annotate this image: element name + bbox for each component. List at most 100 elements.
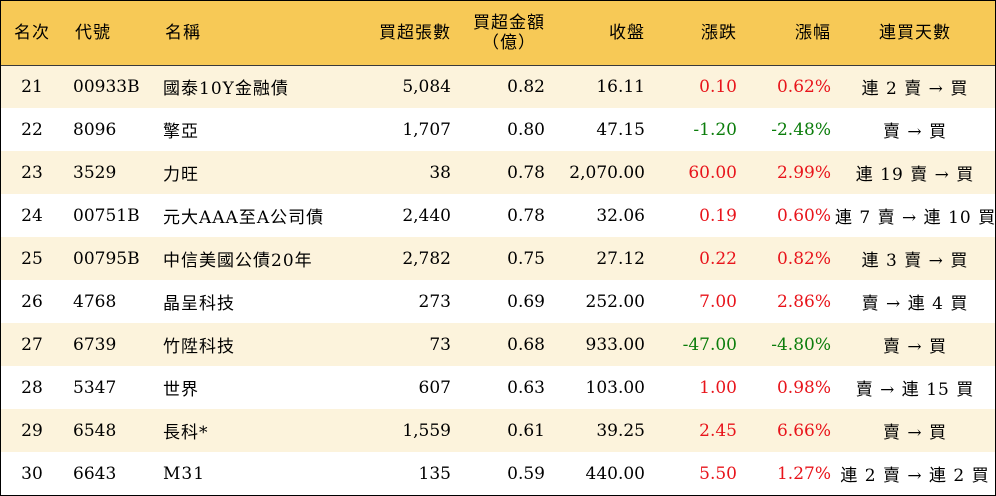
cell-name[interactable]: 中信美國公債20年: [163, 251, 313, 271]
header-buy-amount-unit: （億）: [482, 32, 536, 53]
cell-rank: 23: [21, 162, 43, 183]
cell-rank: 28: [21, 377, 43, 398]
cell-consecutive-days: 連 19 賣 → 買: [855, 165, 975, 185]
cell-close: 47.15: [596, 119, 645, 140]
cell-rank: 26: [21, 291, 43, 312]
cell-change-pct: 6.66%: [776, 420, 831, 441]
cell-consecutive-days: 賣 → 連 15 買: [855, 380, 975, 400]
cell-buy-volume: 2,440: [402, 205, 451, 226]
cell-buy-volume: 38: [429, 162, 451, 183]
cell-buy-volume: 5,084: [402, 76, 451, 97]
cell-consecutive-days: 連 7 賣 → 連 10 買: [835, 208, 995, 228]
cell-consecutive-days: 賣 → 買: [882, 337, 948, 357]
cell-name[interactable]: 國泰10Y金融債: [163, 79, 289, 100]
cell-buy-amount: 0.78: [507, 205, 545, 226]
cell-change: 0.19: [699, 205, 737, 226]
header-name[interactable]: 名稱: [157, 1, 347, 66]
cell-buy-amount: 0.59: [507, 463, 545, 484]
cell-name[interactable]: 元大AAA至A公司債: [163, 208, 325, 228]
cell-buy-amount: 0.82: [507, 76, 545, 97]
header-buy-amount[interactable]: 買超金額 （億）: [455, 1, 549, 66]
cell-close: 32.06: [596, 205, 645, 226]
cell-change: 60.00: [688, 162, 737, 183]
cell-change-pct: 0.98%: [776, 377, 831, 398]
cell-change: 0.10: [699, 76, 737, 97]
cell-name[interactable]: 力旺: [163, 165, 199, 185]
table-row[interactable]: 26 4768 晶呈科技 273 0.69 252.00 7.00 2.86% 賣 → 連 4 …: [1, 280, 995, 323]
header-change-pct[interactable]: 漲幅: [741, 1, 835, 66]
cell-change: 1.00: [699, 377, 737, 398]
cell-name[interactable]: M31: [163, 463, 206, 484]
cell-code[interactable]: 00751B: [73, 205, 140, 226]
cell-close: 27.12: [596, 248, 645, 269]
cell-consecutive-days: 賣 → 買: [882, 423, 948, 443]
cell-close: 2,070.00: [569, 162, 645, 183]
header-close[interactable]: 收盤: [549, 1, 649, 66]
cell-buy-volume: 607: [418, 377, 451, 398]
cell-change: 7.00: [699, 291, 737, 312]
cell-change-pct: -2.48%: [771, 119, 831, 140]
cell-code[interactable]: 5347: [73, 377, 117, 398]
cell-buy-volume: 1,559: [402, 420, 451, 441]
cell-consecutive-days: 賣 → 買: [882, 122, 948, 142]
cell-change-pct: -4.80%: [771, 334, 831, 355]
cell-rank: 29: [21, 420, 43, 441]
table-row[interactable]: 29 6548 長科* 1,559 0.61 39.25 2.45 6.66% 賣 → 買: [1, 409, 995, 452]
table-row[interactable]: 30 6643 M31 135 0.59 440.00 5.50 1.27% 連 2 賣 → 連…: [1, 452, 995, 495]
header-consecutive-days[interactable]: 連買天數: [835, 1, 995, 66]
cell-buy-volume: 273: [418, 291, 451, 312]
cell-code[interactable]: 00933B: [73, 76, 140, 97]
cell-rank: 25: [21, 248, 43, 269]
header-rank[interactable]: 名次: [1, 1, 63, 66]
cell-code[interactable]: 3529: [73, 162, 117, 183]
cell-buy-volume: 2,782: [402, 248, 451, 269]
cell-close: 933.00: [585, 334, 645, 355]
cell-rank: 30: [21, 463, 43, 484]
cell-name[interactable]: 晶呈科技: [163, 294, 235, 314]
table-row[interactable]: 28 5347 世界 607 0.63 103.00 1.00 0.98% 賣 → 連 15 買: [1, 366, 995, 409]
table-row[interactable]: 21 00933B 國泰10Y金融債 5,084 0.82 16.11 0.10 0.62% 連…: [1, 65, 995, 108]
cell-buy-amount: 0.80: [507, 119, 545, 140]
header-buy-volume[interactable]: 買超張數: [347, 1, 455, 66]
header-change[interactable]: 漲跌: [649, 1, 741, 66]
cell-consecutive-days: 連 2 賣 → 連 2 買: [840, 466, 990, 486]
cell-name[interactable]: 長科*: [163, 423, 209, 443]
table-row[interactable]: 24 00751B 元大AAA至A公司債 2,440 0.78 32.06 0.19 0.60…: [1, 194, 995, 237]
cell-code[interactable]: 6548: [73, 420, 117, 441]
cell-consecutive-days: 連 2 賣 → 買: [861, 79, 969, 100]
cell-change-pct: 0.82%: [776, 248, 831, 269]
cell-buy-amount: 0.78: [507, 162, 545, 183]
cell-code[interactable]: 6643: [73, 463, 117, 484]
cell-change-pct: 2.86%: [776, 291, 831, 312]
cell-name[interactable]: 竹陞科技: [163, 337, 235, 357]
cell-code[interactable]: 00795B: [73, 248, 140, 269]
cell-change: 2.45: [699, 420, 737, 441]
table-row[interactable]: 22 8096 擎亞 1,707 0.80 47.15 -1.20 -2.48% 賣 → 買: [1, 108, 995, 151]
header-code[interactable]: 代號: [63, 1, 157, 66]
cell-buy-volume: 135: [418, 463, 451, 484]
table-row[interactable]: 25 00795B 中信美國公債20年 2,782 0.75 27.12 0.22 0.82%…: [1, 237, 995, 280]
table-row[interactable]: 27 6739 竹陞科技 73 0.68 933.00 -47.00 -4.80% 賣 → 買: [1, 323, 995, 366]
cell-change: 5.50: [699, 463, 737, 484]
cell-buy-volume: 73: [429, 334, 451, 355]
table-header: 名次 代號 名稱 買超張數 買超金額 （億） 收盤 漲跌 漲幅 連買天數: [1, 1, 995, 66]
cell-change: -1.20: [693, 119, 737, 140]
table-row[interactable]: 23 3529 力旺 38 0.78 2,070.00 60.00 2.99% 連 19 賣 →…: [1, 151, 995, 194]
cell-rank: 27: [21, 334, 43, 355]
cell-name[interactable]: 世界: [163, 380, 199, 400]
cell-change-pct: 0.62%: [776, 76, 831, 97]
cell-buy-amount: 0.61: [507, 420, 545, 441]
cell-code[interactable]: 6739: [73, 334, 117, 355]
header-buy-amount-label: 買超金額 （億）: [473, 13, 545, 53]
cell-name[interactable]: 擎亞: [163, 122, 199, 142]
cell-change-pct: 0.60%: [776, 205, 831, 226]
cell-change-pct: 2.99%: [776, 162, 831, 183]
cell-close: 16.11: [596, 76, 645, 97]
cell-code[interactable]: 4768: [73, 291, 117, 312]
cell-close: 440.00: [585, 463, 645, 484]
cell-consecutive-days: 連 3 賣 → 買: [861, 251, 969, 271]
cell-code[interactable]: 8096: [73, 119, 117, 140]
cell-change: -47.00: [682, 334, 737, 355]
cell-rank: 22: [21, 119, 43, 140]
